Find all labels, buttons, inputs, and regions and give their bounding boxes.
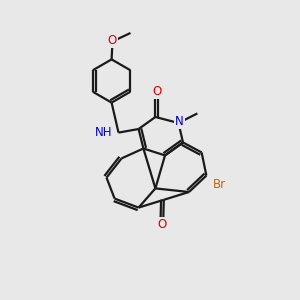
Text: Br: Br	[212, 178, 226, 191]
Text: O: O	[157, 218, 166, 231]
Text: N: N	[175, 115, 184, 128]
Text: NH: NH	[94, 125, 112, 139]
Text: O: O	[152, 85, 161, 98]
Text: O: O	[108, 34, 117, 47]
